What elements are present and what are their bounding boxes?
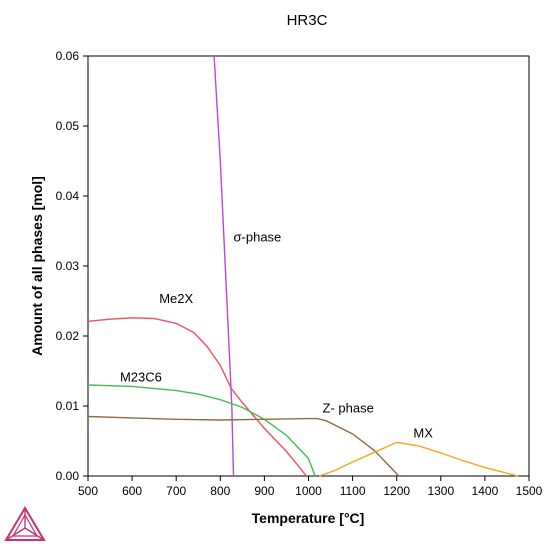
x-tick-label: 1400 [472, 484, 499, 498]
y-tick-label: 0.06 [56, 49, 80, 63]
series-label-me2x: Me2X [159, 291, 193, 306]
y-tick-label: 0.02 [56, 329, 80, 343]
plot-area [87, 55, 530, 477]
series-line-z-phase [87, 415, 400, 477]
series-label-phase: σ-phase [234, 230, 282, 245]
y-tick-label: 0.05 [56, 119, 80, 133]
y-tick-label: 0.00 [56, 469, 80, 483]
series-line-me2x [87, 317, 307, 477]
x-tick-label: 1200 [383, 484, 410, 498]
x-tick-label: 1000 [295, 484, 322, 498]
series-line-phase [213, 55, 235, 477]
x-tick-label: 600 [122, 484, 142, 498]
logo-icon [4, 506, 46, 541]
series-line-m23c6 [87, 384, 316, 477]
x-tick-label: 1300 [427, 484, 454, 498]
x-tick-label: 1100 [340, 484, 366, 498]
y-tick-label: 0.03 [56, 259, 80, 273]
y-tick-label: 0.04 [56, 189, 80, 203]
series-line-mx [319, 441, 519, 477]
x-tick-label: 900 [254, 484, 274, 498]
x-tick-label: 500 [78, 484, 98, 498]
x-tick-label: 800 [210, 484, 230, 498]
series-label-m23c6: M23C6 [120, 370, 162, 385]
y-tick-label: 0.01 [56, 399, 80, 413]
chart-title: HR3C [287, 12, 328, 29]
x-axis-title: Temperature [°C] [252, 510, 365, 526]
x-tick-label: 700 [166, 484, 186, 498]
y-axis-title: Amount of all phases [mol] [29, 176, 45, 356]
series-label-z-phase: Z- phase [323, 400, 374, 415]
x-tick-label: 1500 [516, 484, 543, 498]
series-label-mx: MX [413, 426, 433, 441]
